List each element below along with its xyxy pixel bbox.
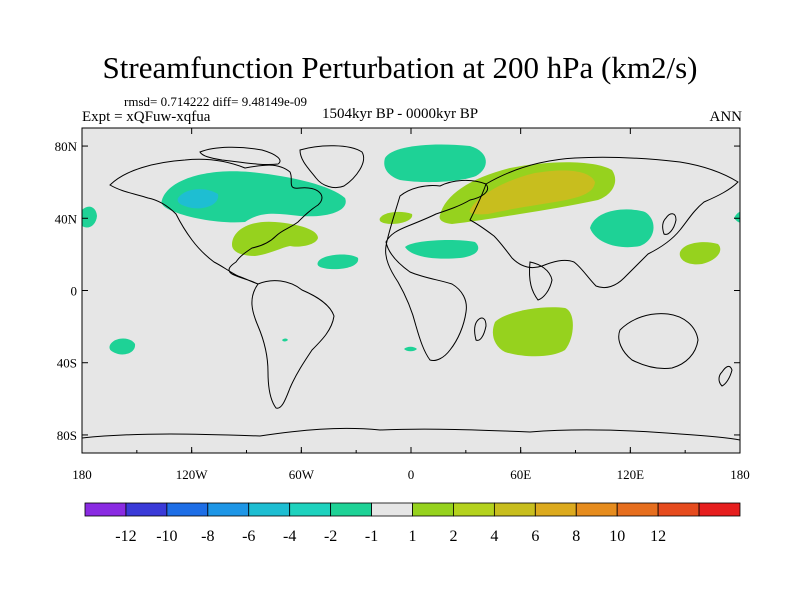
colorbar-swatch: [371, 502, 413, 517]
colorbar-label: 12: [650, 528, 666, 545]
colorbar-swatch: [616, 502, 659, 517]
axis-ticks: 180 120W 60W 0 60E 120E 180 80N 40N 0 40S 80S: [55, 128, 750, 482]
anomaly-north-pacific-east: [82, 206, 97, 228]
europe-africa-coast: [385, 179, 488, 361]
lat-tick-label: 0: [71, 284, 78, 299]
anomaly-arctic-scandinavia: [384, 144, 486, 183]
colorbar-label: 1: [409, 528, 417, 545]
coastlines: [81, 145, 741, 441]
colorbar-label: 2: [449, 528, 457, 545]
colorbar-swatch: [289, 502, 332, 517]
lat-tick-label: 80S: [57, 428, 77, 443]
colorbar-swatch: [493, 502, 536, 517]
anomaly-layer: [82, 144, 740, 357]
colorbar-swatch: [248, 502, 291, 517]
anomaly-mediterranean: [405, 239, 479, 259]
colorbar: -12 -10 -8 -6 -4 -2 -1 1 2 4 6 8 10 12: [84, 502, 741, 545]
colorbar-swatch: [84, 502, 127, 517]
madagascar-coast: [474, 317, 487, 341]
lon-tick-label: 120E: [617, 467, 645, 482]
anomaly-subtropical-atlantic: [317, 254, 359, 270]
anomaly-central-asia-inner: [469, 170, 595, 215]
india-coast: [529, 261, 553, 301]
lat-tick-label: 40N: [55, 211, 78, 226]
anomaly-south-atlantic: [404, 346, 417, 352]
greenland-coast: [299, 145, 364, 189]
period-label: 1504kyr BP - 0000kyr BP: [322, 106, 479, 122]
experiment-label: Expt = xQFuw-xqfua: [82, 109, 211, 125]
colorbar-label: 8: [572, 528, 580, 545]
colorbar-swatch: [125, 502, 168, 517]
colorbar-swatch: [575, 502, 618, 517]
colorbar-label: -10: [156, 528, 177, 545]
colorbar-label: 6: [531, 528, 539, 545]
colorbar-swatch: [698, 502, 741, 517]
lon-tick-label: 60W: [289, 467, 315, 482]
colorbar-swatch: [166, 502, 209, 517]
australia-coast: [618, 313, 699, 369]
colorbar-swatch: [207, 502, 250, 517]
colorbar-label: 4: [490, 528, 498, 545]
anomaly-south-indian-ocean: [492, 307, 573, 357]
anomaly-east-asia: [590, 209, 654, 248]
colorbar-label: -8: [201, 528, 214, 545]
lon-tick-label: 0: [408, 467, 415, 482]
anomaly-hudson-bay: [177, 189, 219, 209]
colorbar-label: -1: [365, 528, 378, 545]
asia-coast: [469, 156, 739, 289]
colorbar-swatch: [453, 502, 495, 517]
lon-tick-label: 180: [72, 467, 92, 482]
anomaly-western-europe: [379, 211, 413, 224]
colorbar-label: 10: [609, 528, 625, 545]
north-america-coast: [109, 158, 323, 285]
colorbar-label: -6: [242, 528, 255, 545]
antarctica-coast: [81, 427, 741, 441]
lon-tick-label: 180: [730, 467, 750, 482]
page-title: Streamfunction Perturbation at 200 hPa (…: [102, 50, 698, 85]
lat-tick-label: 80N: [55, 139, 78, 154]
anomaly-western-pacific: [679, 242, 721, 265]
south-america-coast: [251, 280, 335, 409]
anomaly-tiny-brazil: [282, 338, 288, 342]
japan-coast: [662, 213, 677, 235]
anomaly-north-pacific-west: [734, 211, 740, 223]
anomaly-north-atlantic: [161, 171, 346, 223]
colorbar-label: -4: [283, 528, 296, 545]
colorbar-swatch: [657, 502, 700, 517]
anomaly-south-pacific: [109, 338, 136, 355]
new-zealand-coast: [718, 365, 733, 387]
lat-tick-label: 40S: [57, 356, 77, 371]
canadian-arctic-coast: [199, 146, 281, 165]
season-label: ANN: [709, 109, 743, 125]
colorbar-label: -12: [115, 528, 136, 545]
stats-label: rmsd= 0.714222 diff= 9.48149e-09: [124, 94, 308, 109]
colorbar-label: -2: [324, 528, 337, 545]
lon-tick-label: 60E: [510, 467, 531, 482]
colorbar-swatch: [534, 502, 577, 517]
colorbar-swatch: [412, 502, 454, 517]
lon-tick-label: 120W: [176, 467, 209, 482]
colorbar-swatch: [330, 502, 372, 517]
